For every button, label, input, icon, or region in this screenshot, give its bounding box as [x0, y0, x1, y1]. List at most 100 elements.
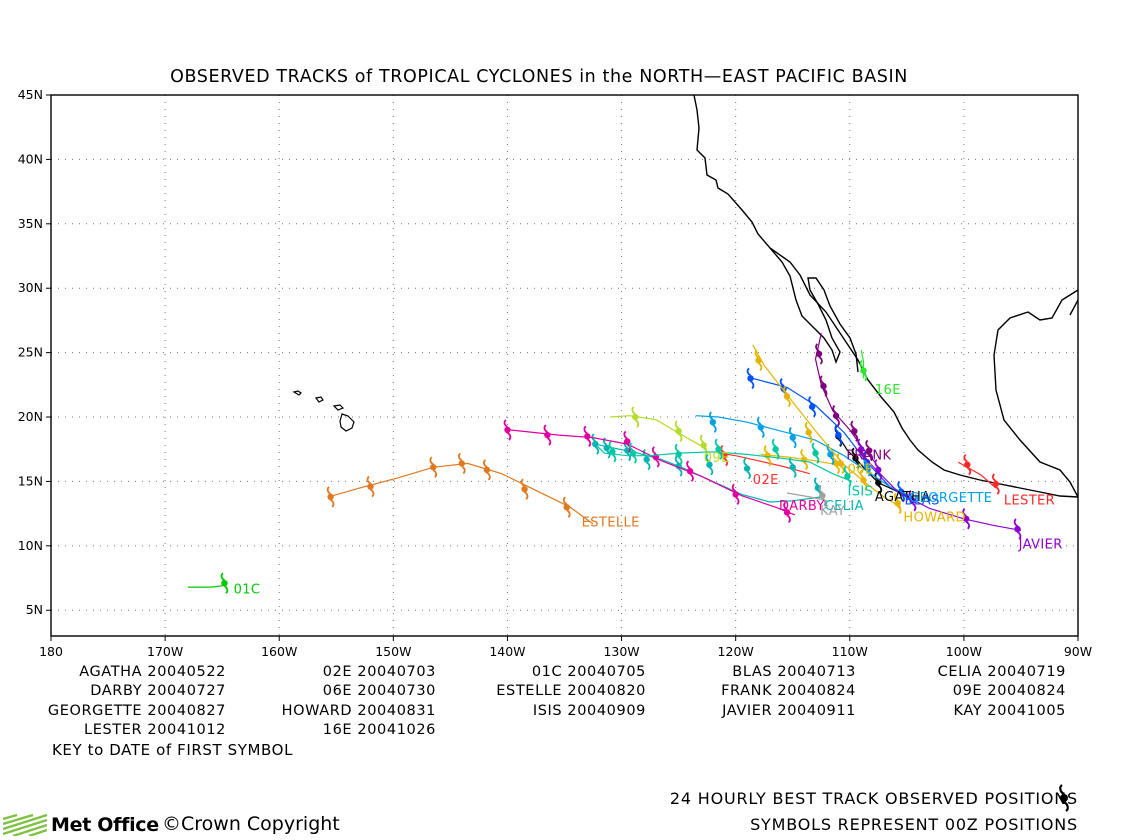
- storm-label-09e: 09E: [704, 451, 730, 466]
- cyclone-symbol: [686, 460, 694, 482]
- storm-label-16e: 16E: [875, 383, 901, 398]
- cyclone-symbol: [826, 443, 835, 466]
- cyclone-symbol: [366, 475, 375, 498]
- cyclone-symbol: [832, 405, 840, 427]
- storm-label-02e: 02E: [753, 473, 779, 488]
- cyclone-symbol: [503, 419, 512, 441]
- cyclone-symbol: [743, 457, 751, 480]
- plot-frame: [50, 94, 1079, 637]
- cyclone-symbol: [859, 469, 868, 491]
- legend-item-howard: HOWARD 20040831: [281, 703, 436, 719]
- cyclone-symbol: [746, 367, 755, 390]
- track-16e: [859, 349, 868, 382]
- cyclone-symbol: [811, 442, 820, 464]
- storm-label-lester: LESTER: [1004, 494, 1055, 509]
- y-tick-label: 45N: [18, 87, 43, 102]
- cyclone-symbol: [326, 486, 335, 508]
- storm-label-celia: CELIA: [825, 499, 864, 514]
- track-line: [957, 461, 997, 489]
- track-javier: [855, 438, 1022, 540]
- footer-line-2: SYMBOLS REPRESENT 00Z POSITIONS: [750, 815, 1078, 834]
- legend-item-blas: BLAS 20040713: [732, 664, 856, 680]
- key-note: KEY to DATE of FIRST SYMBOL: [52, 741, 294, 759]
- cyclone-symbol: [429, 456, 438, 478]
- met-office-logo-icon: [3, 814, 47, 836]
- coastline-gulf-mexico: [993, 289, 1078, 498]
- track-lester: [957, 453, 1000, 495]
- cyclone-symbol: [543, 424, 552, 446]
- storm-label-06e: 06E: [847, 463, 873, 478]
- cyclone-symbol: [1013, 518, 1022, 540]
- met-office-logo: Met Office: [3, 812, 159, 838]
- track-line: [695, 415, 913, 498]
- cyclone-tracks: [187, 333, 1022, 594]
- cyclone-symbol: [893, 492, 902, 515]
- x-tick-label: 120W: [718, 644, 754, 659]
- cyclone-symbol: [651, 446, 660, 468]
- cyclone-symbol: [783, 385, 791, 408]
- cyclone-symbol: [832, 452, 840, 475]
- legend-item-agatha: AGATHA 20040522: [79, 664, 226, 680]
- track-line: [328, 462, 594, 525]
- x-tick-label: 130W: [603, 644, 639, 659]
- legend-item-javier: JAVIER 20040911: [722, 703, 856, 719]
- cyclone-symbol: [754, 349, 763, 372]
- y-tick-label: 30N: [18, 280, 43, 295]
- cyclone-symbol: [483, 459, 491, 481]
- track-line: [752, 344, 902, 508]
- footer-line-1: 24 HOURLY BEST TRACK OBSERVED POSITIONS: [669, 789, 1078, 808]
- storm-label-01c: 01C: [234, 582, 261, 597]
- legend-item-frank: FRANK 20040824: [721, 683, 856, 699]
- copyright-notice: ©Crown Copyright: [162, 813, 340, 835]
- storm-label-agatha: AGATHA: [875, 490, 931, 505]
- cyclone-symbol: [857, 438, 865, 460]
- cyclone-symbol: [800, 448, 808, 471]
- legend-item-georgette: GEORGETTE 20040827: [47, 703, 226, 719]
- hawaii-islands: [292, 390, 355, 432]
- cyclone-symbol: [819, 375, 828, 397]
- legend-item-kay: KAY 20041005: [953, 703, 1066, 719]
- track-06e: [760, 444, 845, 475]
- cyclone-symbol: [836, 452, 845, 475]
- cyclone-symbol: [962, 508, 970, 530]
- x-tick-label: 110W: [832, 644, 868, 659]
- cyclone-symbol: [843, 465, 852, 487]
- cyclone-symbol: [629, 442, 637, 464]
- cyclone-symbol: [583, 425, 592, 448]
- coastline-americas: [693, 95, 1078, 498]
- grid: [51, 95, 1078, 636]
- met-office-logo-text: Met Office: [51, 814, 159, 836]
- legend-item-estelle: ESTELLE 20040820: [496, 683, 646, 699]
- legend-item-06e: 06E 20040730: [322, 683, 436, 699]
- cyclone-symbol-icon: [1059, 784, 1069, 812]
- track-howard: [752, 344, 902, 515]
- track-estelle: [326, 452, 594, 525]
- cyclone-symbol: [788, 426, 797, 449]
- cyclone-symbol: [562, 496, 571, 518]
- track-line: [855, 447, 1022, 531]
- cyclone-symbol: [756, 416, 765, 439]
- cyclone-symbol: [520, 478, 529, 500]
- x-tick-label: 150W: [375, 644, 411, 659]
- track-isis: [596, 438, 853, 487]
- storm-label-javier: JAVIER: [1018, 537, 1063, 552]
- track-09e: [610, 406, 708, 457]
- track-line: [509, 429, 796, 516]
- x-tick-label: 170W: [147, 644, 183, 659]
- track-darby: [503, 419, 796, 524]
- storm-label-howard: HOWARD: [903, 510, 966, 525]
- coastline-baja: [769, 247, 859, 373]
- x-tick-label: 180: [39, 644, 63, 659]
- y-tick-label: 5N: [26, 602, 43, 617]
- storm-label-darby: DARBY: [779, 499, 825, 514]
- legend-item-16e: 16E 20041026: [322, 722, 436, 738]
- y-tick-label: 10N: [18, 538, 43, 553]
- x-tick-label: 90W: [1064, 644, 1092, 659]
- coastline: [693, 95, 1078, 498]
- x-tick-label: 160W: [261, 644, 297, 659]
- cyclone-symbol: [674, 443, 683, 466]
- track-kay: [786, 484, 828, 507]
- cyclone-symbol: [815, 343, 823, 365]
